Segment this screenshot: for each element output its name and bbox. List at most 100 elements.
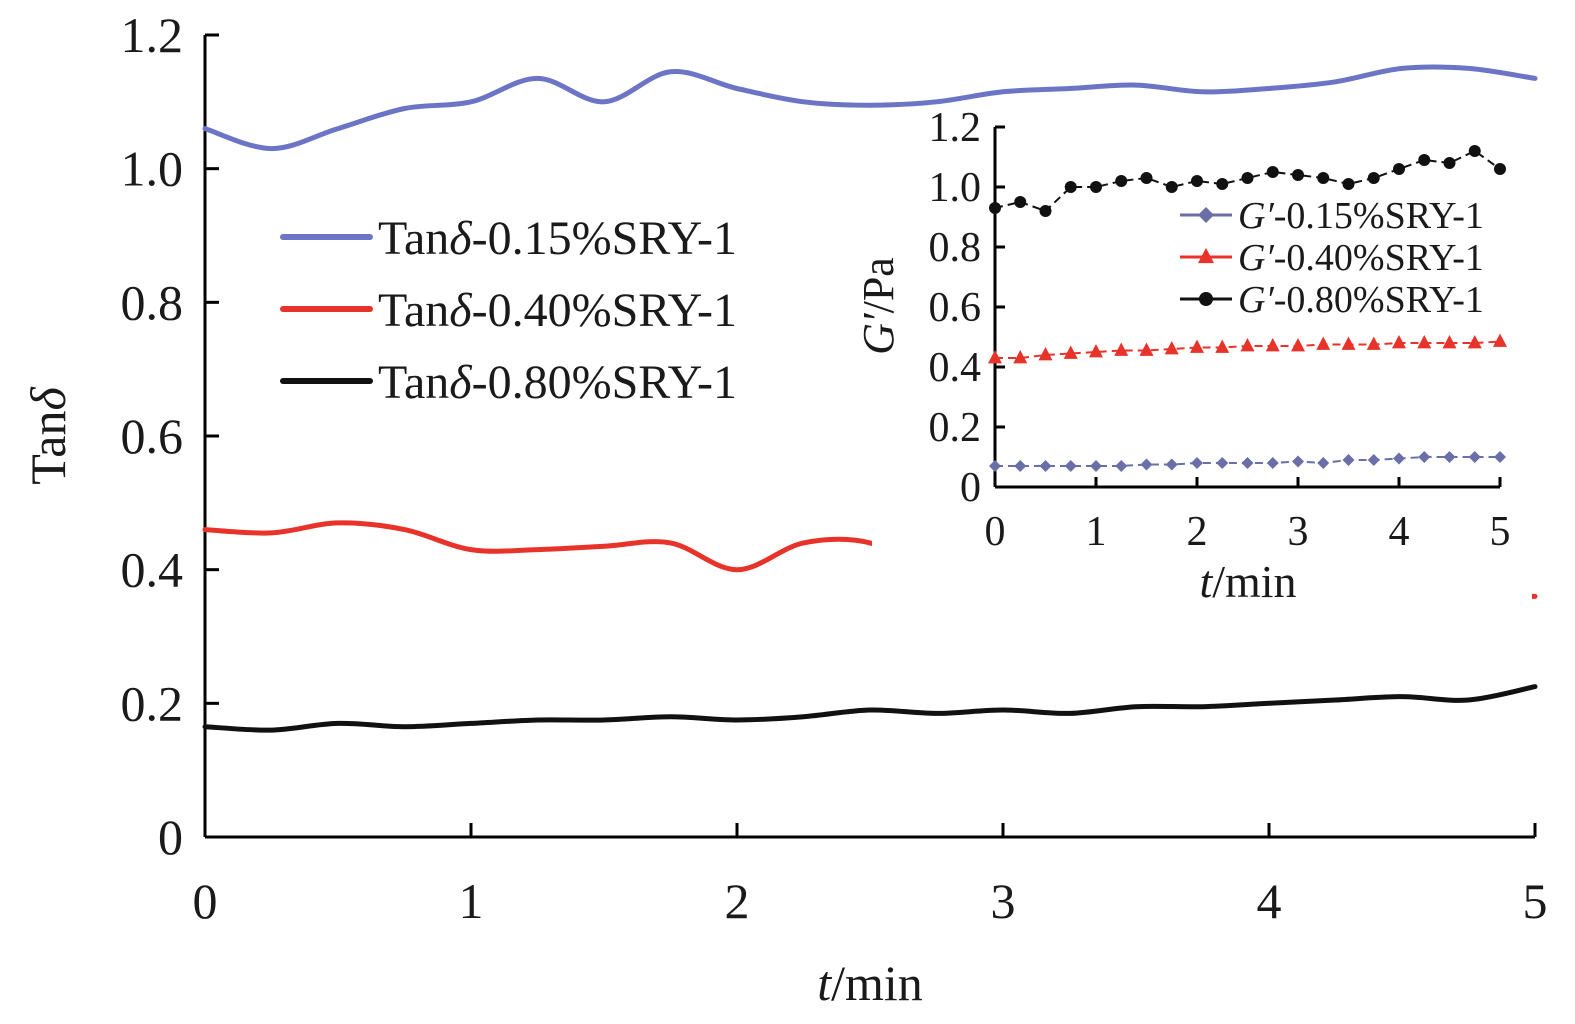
inset-x-tick-label: 5: [1490, 509, 1511, 555]
inset-data-point: [1240, 338, 1255, 352]
x-tick-label: 3: [991, 873, 1016, 929]
x-tick-label: 0: [193, 873, 218, 929]
inset-data-point: [1114, 342, 1129, 356]
inset-data-point: [1013, 350, 1028, 364]
inset-data-point: [1393, 452, 1405, 465]
inset-data-point: [1165, 458, 1178, 471]
inset-background: [872, 112, 1532, 612]
inset-data-point: [1342, 178, 1355, 190]
inset-data-point: [1014, 460, 1027, 472]
y-tick-label: 1.0: [121, 141, 184, 197]
inset-data-point: [1063, 345, 1078, 359]
inset-data-point: [1038, 347, 1053, 361]
inset-data-point: [1316, 336, 1331, 350]
inset-data-point: [1140, 458, 1153, 471]
inset-data-point: [1064, 460, 1077, 472]
inset-legend-marker: [1198, 207, 1214, 223]
inset-legend-item: G′-0.80%SRY-1: [1180, 279, 1484, 321]
inset-data-point: [1216, 457, 1229, 469]
inset-y-tick-label: 0.8: [929, 225, 982, 271]
inset-y-tick-label: 0.6: [929, 285, 982, 331]
inset-data-point: [989, 460, 1001, 472]
inset-y-tick-label: 1.0: [929, 165, 982, 211]
inset-data-point: [1241, 457, 1254, 469]
inset-data-point: [1317, 457, 1330, 469]
y-tick-label: 0: [158, 809, 183, 865]
main-chart: 0 0.2 0.4 0.6 0.8 1.0 1.2 0 1 2 3 4 5 t/min Tanδ Tanδ-0…: [20, 7, 1548, 1011]
inset-data-point: [1468, 145, 1481, 157]
inset-data-point: [1393, 163, 1405, 175]
inset-x-tick-label: 3: [1288, 509, 1309, 555]
inset-data-point: [1266, 166, 1279, 178]
inset-data-point: [1443, 157, 1456, 169]
inset-data-point: [1291, 338, 1305, 352]
inset-data-point: [1493, 333, 1507, 347]
inset-data-point: [1216, 178, 1229, 190]
y-tick-label: 0.8: [121, 274, 184, 330]
inset-data-point: [1241, 172, 1254, 184]
main-legend: Tanδ-0.15%SRY-1 Tanδ-0.40%SRY-1 Tanδ-0.80%…: [280, 212, 737, 409]
y-tick-label: 1.2: [121, 7, 184, 63]
inset-data-point: [1215, 339, 1230, 353]
legend-label: Tanδ-0.15%SRY-1: [378, 212, 737, 265]
inset-data-point: [1140, 172, 1153, 184]
inset-data-point: [1341, 336, 1356, 350]
inset-legend-marker: [1199, 292, 1213, 306]
inset-data-point: [1442, 335, 1457, 349]
inset-x-axis-title: t/min: [1199, 556, 1296, 607]
legend-item: Tanδ-0.40%SRY-1: [280, 284, 737, 337]
inset-data-point: [1367, 172, 1380, 184]
inset-data-point: [1089, 344, 1103, 358]
inset-data-point: [1039, 460, 1052, 472]
inset-legend-item: G′-0.40%SRY-1: [1180, 237, 1484, 279]
x-tick-label: 5: [1523, 873, 1548, 929]
inset-data-point: [1443, 451, 1456, 463]
inset-data-point: [1292, 455, 1304, 468]
inset-data-point: [1494, 163, 1506, 175]
inset-y-tick-label: 0: [960, 465, 981, 511]
inset-legend-marker: [1198, 247, 1214, 264]
inset-data-point: [1367, 454, 1380, 466]
inset-data-point: [1417, 335, 1432, 349]
inset-data-point: [1164, 341, 1179, 355]
inset-legend-item: G′-0.15%SRY-1: [1180, 195, 1484, 237]
inset-data-point: [1468, 451, 1481, 463]
inset-data-point: [1115, 175, 1128, 187]
inset-y-tick-label: 0.4: [929, 345, 982, 391]
inset-data-point: [1494, 451, 1506, 463]
inset-data-point: [1191, 175, 1203, 187]
inset-legend: G′-0.15%SRY-1G′-0.40%SRY-1G′-0.80%SRY-1: [1180, 195, 1484, 321]
legend-item: Tanδ-0.80%SRY-1: [280, 356, 737, 409]
inset-data-point: [989, 202, 1001, 214]
inset-data-point: [1090, 460, 1102, 472]
inset-data-point: [1266, 457, 1279, 469]
x-tick-label: 2: [725, 873, 750, 929]
inset-data-point: [1392, 335, 1406, 349]
inset-data-point: [1064, 181, 1077, 193]
inset-data-point: [1467, 335, 1482, 349]
inset-y-tick-label: 0.2: [929, 405, 982, 451]
legend-item: Tanδ-0.15%SRY-1: [280, 212, 737, 265]
inset-y-tick-label: 1.2: [929, 105, 982, 151]
inset-data-point: [1014, 196, 1027, 208]
inset-legend-label: G′-0.80%SRY-1: [1238, 279, 1484, 321]
y-axis-title: Tanδ: [20, 387, 76, 485]
inset-data-point: [1039, 205, 1052, 217]
x-tick-label: 4: [1257, 873, 1282, 929]
inset-data-point: [1090, 181, 1102, 193]
x-tick-label: 1: [459, 873, 484, 929]
inset-data-point: [1139, 342, 1154, 356]
inset-series-line-3: [994, 149, 1501, 213]
inset-x-tick-label: 4: [1389, 509, 1410, 555]
inset-data-point: [1418, 154, 1431, 166]
y-tick-label: 0.4: [121, 542, 184, 598]
inset-legend-label: G′-0.40%SRY-1: [1238, 237, 1484, 279]
inset-data-point: [1342, 454, 1355, 466]
inset-data-point: [1265, 338, 1280, 352]
inset-data-point: [1190, 339, 1204, 353]
inset-data-point: [1165, 181, 1178, 193]
inset-data-point: [1191, 457, 1203, 469]
legend-label: Tanδ-0.80%SRY-1: [378, 356, 737, 409]
series-line-1: [202, 64, 1538, 152]
